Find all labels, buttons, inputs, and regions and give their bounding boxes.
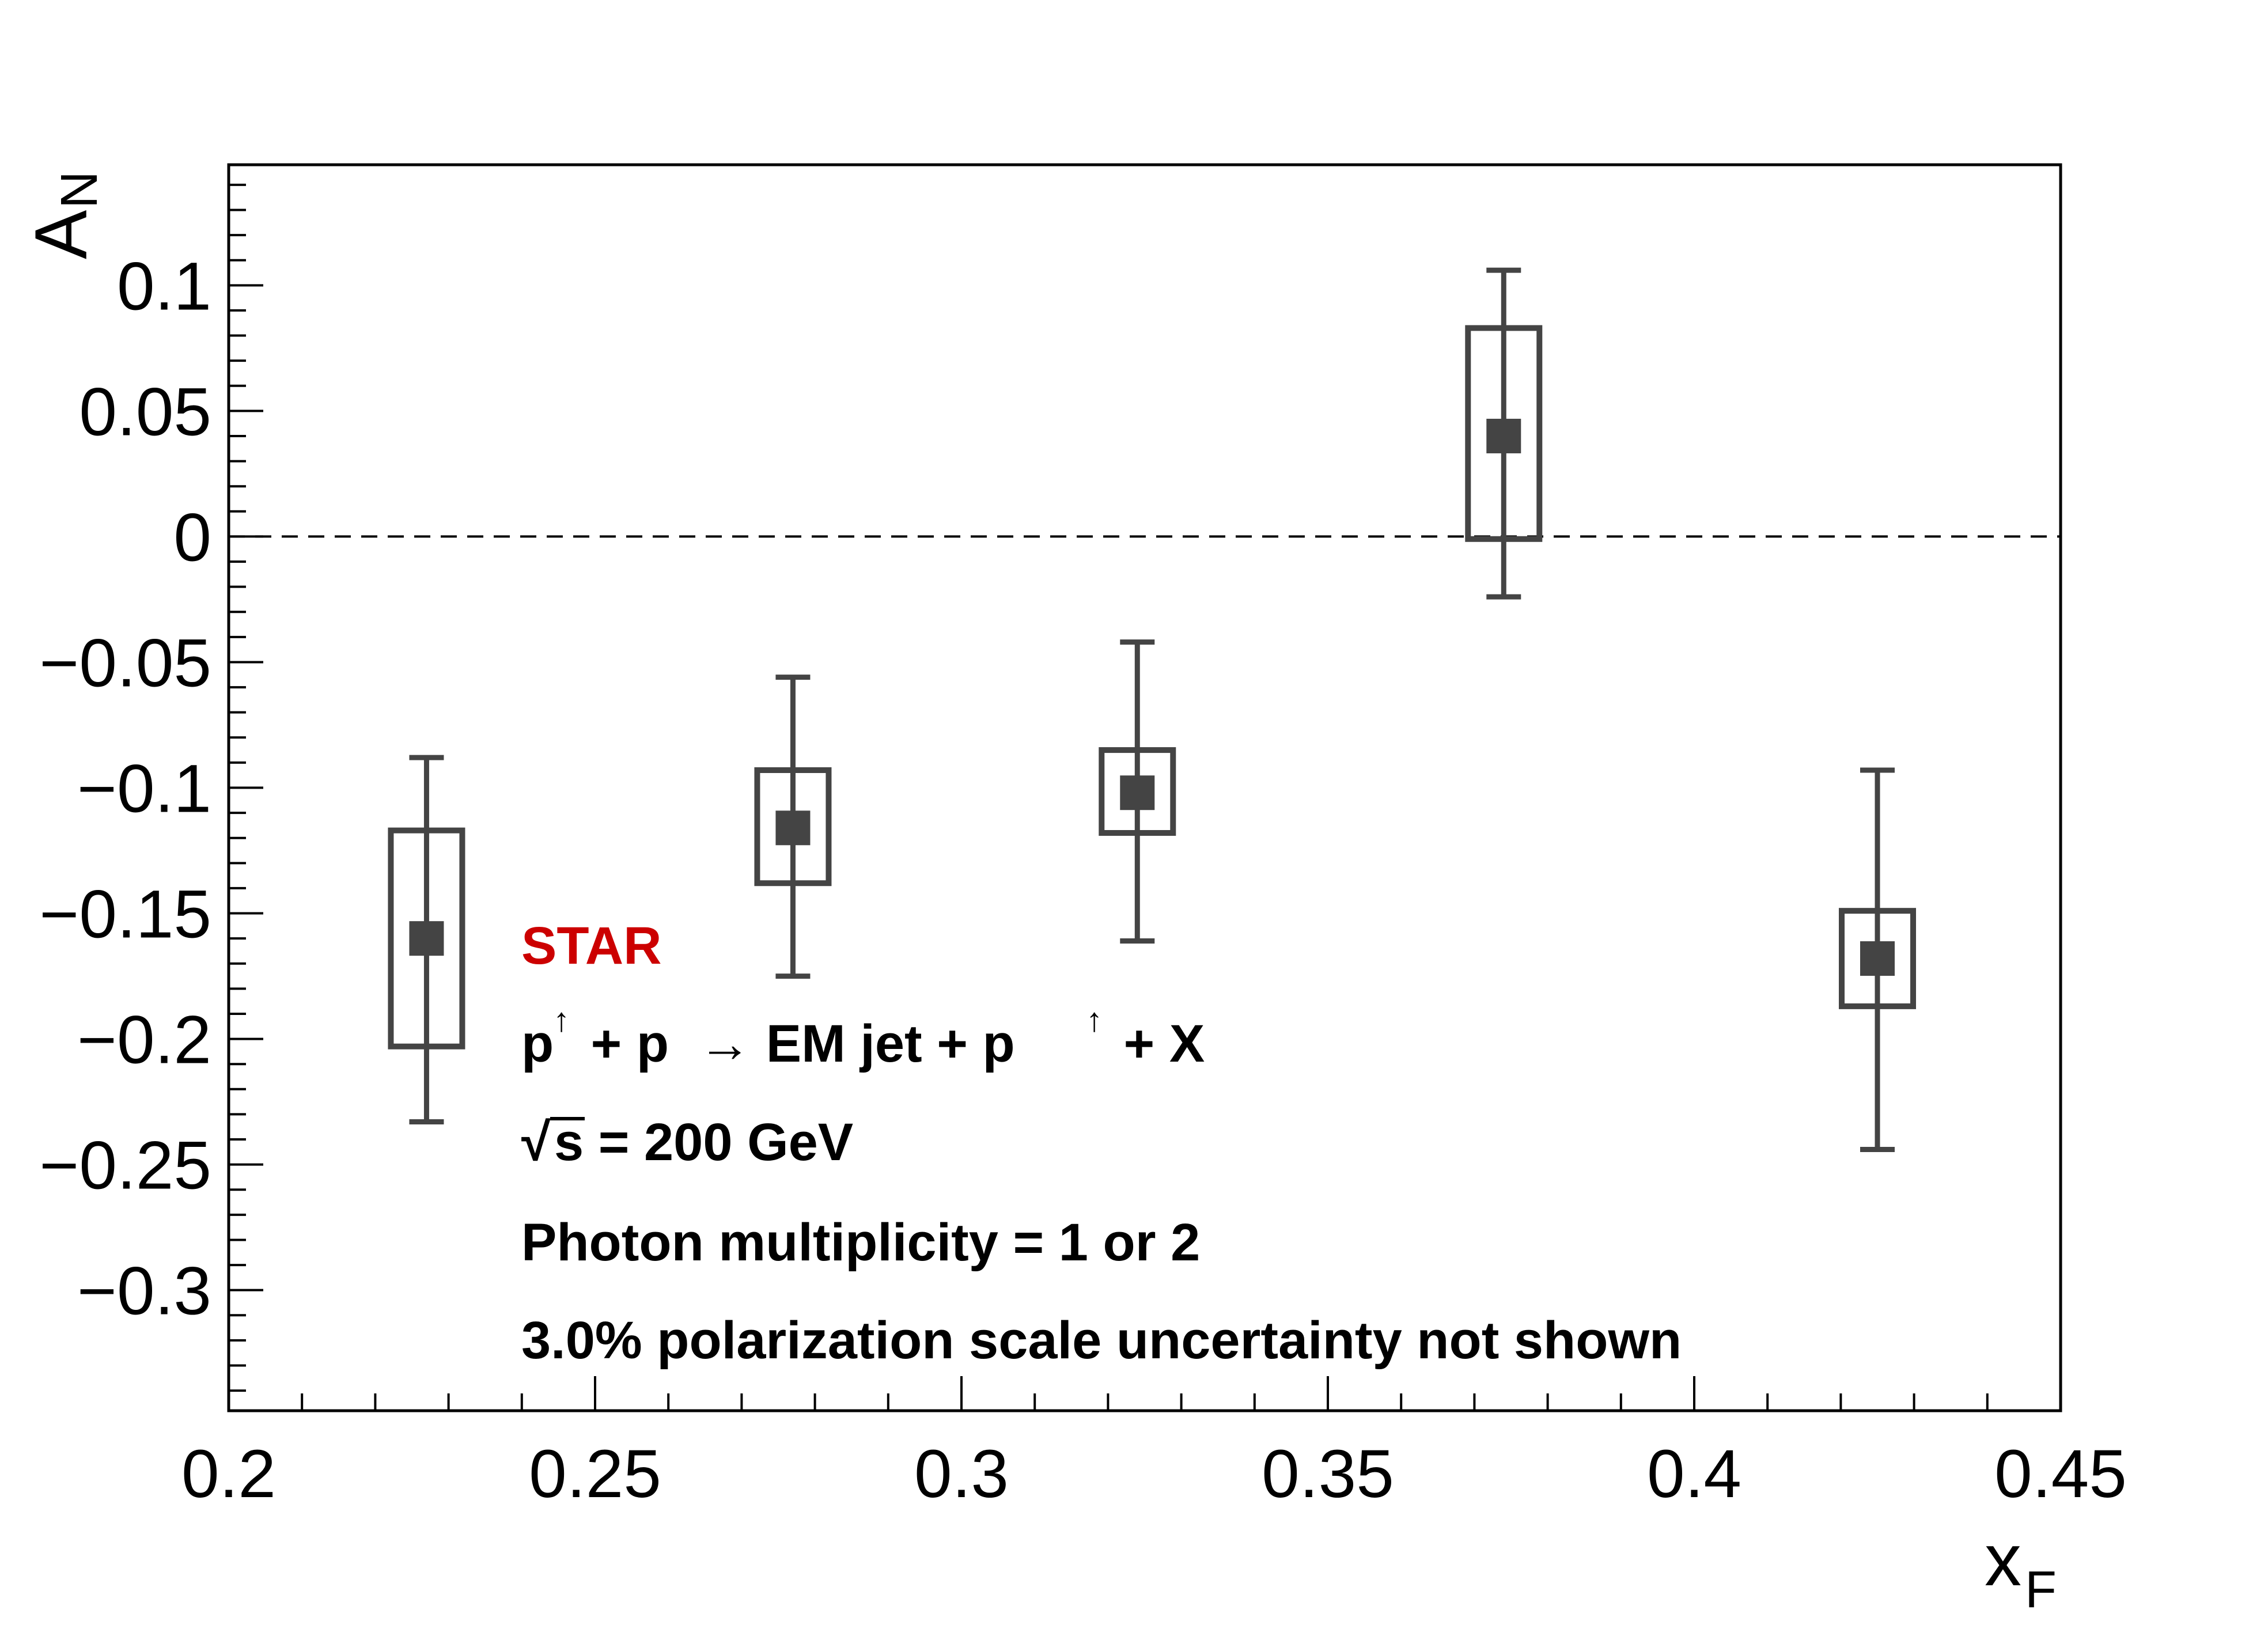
systematic-box <box>1099 747 1176 836</box>
systematic-box <box>1839 908 1916 1009</box>
y-tick-label: −0.1 <box>77 751 211 827</box>
reaction-part3: + X <box>1109 1014 1205 1073</box>
y-tick-label: −0.25 <box>39 1128 211 1204</box>
data-point <box>1465 267 1543 600</box>
y-tick-label: −0.3 <box>77 1253 211 1329</box>
x-axis-title-subscript: F <box>2025 1561 2057 1619</box>
reaction-sup1: ↑ <box>553 1001 570 1039</box>
y-axis-title: A N <box>20 171 108 259</box>
y-axis-title-main: A <box>20 210 103 259</box>
reaction-part1: p <box>521 1014 554 1073</box>
reaction-part2: + p → EM jet + p <box>576 1014 1015 1073</box>
y-tick-label: 0 <box>173 499 211 575</box>
x-axis-title: x F <box>1985 1519 2057 1619</box>
reaction-sup2: ↑ <box>1086 1001 1103 1039</box>
systematic-box <box>388 827 465 1050</box>
x-tick-label: 0.25 <box>529 1436 661 1512</box>
x-tick-label: 0.4 <box>1647 1436 1741 1512</box>
y-tick-label: 0.05 <box>79 374 211 450</box>
point-marker <box>1486 418 1521 453</box>
x-tick-label: 0.2 <box>181 1436 276 1512</box>
y-tick-label: 0.1 <box>117 248 211 324</box>
x-tick-label: 0.45 <box>1994 1436 2127 1512</box>
energy-text: s = 200 GeV <box>554 1113 853 1172</box>
multiplicity-label: Photon multiplicity = 1 or 2 <box>521 1213 1200 1272</box>
reaction-label: p ↑ + p → EM jet + p ↑ + X <box>521 1001 1205 1073</box>
y-tick-label: −0.15 <box>39 877 211 953</box>
systematic-box <box>754 767 832 887</box>
data-point <box>388 755 465 1124</box>
axis-ticks: 0.2 0.25 0.3 0.35 0.4 0.45 0.1 0.05 0 −0.05 −0.1 −0… <box>39 183 2127 1512</box>
x-tick-label: 0.3 <box>914 1436 1009 1512</box>
data-point <box>1099 639 1176 944</box>
experiment-label: STAR <box>521 916 662 975</box>
data-points <box>388 267 1916 1152</box>
x-axis-title-main: x <box>1985 1519 2021 1601</box>
data-point <box>754 675 832 979</box>
point-marker <box>1120 775 1155 810</box>
x-tick-label: 0.35 <box>1262 1436 1394 1512</box>
y-axis-title-subscript: N <box>51 171 108 209</box>
data-point <box>1839 767 1916 1152</box>
point-marker <box>1860 941 1895 976</box>
point-marker <box>775 810 811 846</box>
y-tick-label: −0.05 <box>39 625 211 701</box>
y-tick-label: −0.2 <box>77 1002 211 1078</box>
point-marker <box>409 921 444 956</box>
uncertainty-note: 3.0% polarization scale uncertainty not … <box>521 1311 1682 1370</box>
energy-root-sign: √ <box>521 1113 551 1172</box>
systematic-box <box>1465 325 1543 542</box>
energy-label: √ s = 200 GeV <box>521 1113 853 1172</box>
